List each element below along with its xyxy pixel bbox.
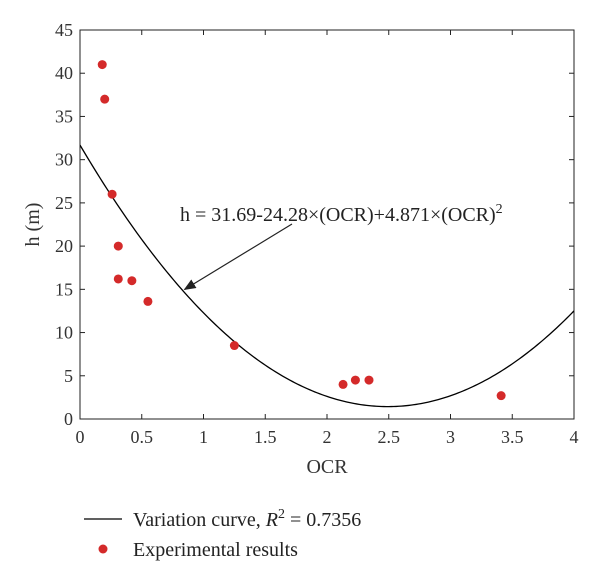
y-tick-label: 0: [64, 409, 73, 429]
x-tick-label: 2.5: [378, 427, 401, 447]
data-point: [113, 274, 123, 284]
y-tick-label: 25: [55, 193, 73, 213]
data-point: [338, 379, 348, 389]
experimental-points: [97, 60, 506, 401]
data-point: [229, 341, 239, 351]
x-axis-title: OCR: [306, 456, 348, 478]
data-point: [127, 276, 137, 286]
data-point: [364, 375, 374, 385]
x-tick-label: 0.5: [131, 427, 154, 447]
y-tick-label: 45: [55, 20, 73, 40]
annotation-arrow: [183, 223, 293, 290]
x-axis: 0 0.5 1 1.5 2 2.5 3 3.5 4: [76, 30, 579, 447]
x-tick-label: 3: [446, 427, 455, 447]
variation-curve-line: [80, 144, 574, 408]
data-point: [107, 189, 117, 199]
x-tick-label: 2: [323, 427, 332, 447]
y-tick-label: 35: [55, 106, 73, 126]
data-point: [113, 241, 123, 251]
equation-main: h = 31.69-24.28×(OCR)+4.871×(OCR): [180, 204, 496, 226]
y-tick-label: 30: [55, 150, 73, 170]
y-tick-label: 15: [55, 279, 73, 299]
y-axis-title: h (m): [22, 203, 44, 247]
data-point: [143, 296, 153, 306]
x-tick-label: 1: [199, 427, 208, 447]
legend-line-label: Variation curve, R2 = 0.7356: [133, 507, 361, 531]
data-point: [97, 60, 107, 70]
legend-marker-label: Experimental results: [133, 539, 298, 561]
x-tick-label: 0: [76, 427, 85, 447]
y-tick-label: 5: [64, 366, 73, 386]
x-tick-label: 3.5: [501, 427, 524, 447]
legend-marker-swatch: [98, 544, 108, 554]
equation-sup: 2: [496, 202, 503, 217]
x-tick-label: 1.5: [254, 427, 277, 447]
y-axis: 0 5 10 15 20 25 30 35 40 45: [55, 20, 574, 429]
data-point: [496, 391, 506, 401]
data-point: [350, 375, 360, 385]
y-tick-label: 40: [55, 63, 73, 83]
equation-annotation: h = 31.69-24.28×(OCR)+4.871×(OCR)2: [180, 202, 503, 226]
data-point: [100, 94, 110, 104]
y-tick-label: 10: [55, 323, 73, 343]
x-tick-label: 4: [570, 427, 579, 447]
y-tick-label: 20: [55, 236, 73, 256]
legend: Variation curve, R2 = 0.7356 Experimenta…: [84, 507, 361, 561]
